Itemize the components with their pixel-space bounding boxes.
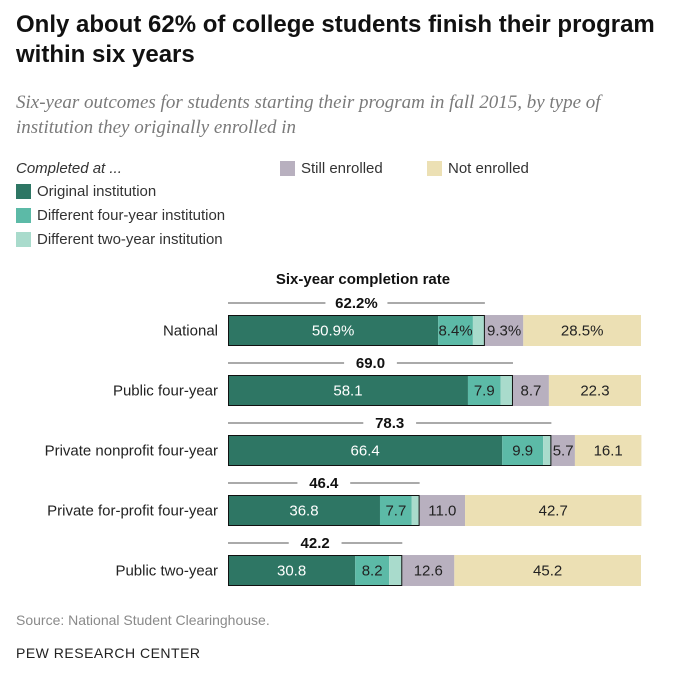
completion-outline: [228, 555, 403, 586]
data-label-original: 58.1: [333, 383, 362, 400]
legend-label-not: Not enrolled: [448, 160, 529, 177]
bar-segment-still: [484, 315, 524, 346]
bar-segment-original: [228, 495, 380, 526]
completion-rate-label: 69.0: [356, 355, 385, 372]
bar-segment-diff_two: [543, 435, 552, 466]
legend-swatch-diff-two: [16, 232, 31, 247]
bar-segment-not: [465, 495, 642, 526]
category-label: Public four-year: [113, 383, 218, 400]
bar-segment-diff_two: [472, 315, 485, 346]
data-label-not: 22.3: [580, 383, 609, 400]
data-label-original: 50.9%: [312, 323, 355, 340]
legend-item-still: Still enrolled: [280, 160, 383, 177]
completion-rate-title: Six-year completion rate: [275, 271, 451, 288]
legend-item-original: Original institution: [16, 183, 156, 200]
legend-item-diff-four: Different four-year institution: [16, 207, 225, 224]
stacked-bar-chart: National 50.9% 8.4% 9.3% 28.5% 62.2% Public fo…: [45, 295, 642, 586]
legend-label-diff-two: Different two-year institution: [37, 231, 223, 248]
data-label-diff_four: 9.9: [512, 443, 533, 460]
bar-segment-diff_four: [355, 555, 390, 586]
bar-segment-original: [228, 435, 503, 466]
completion-outline: [228, 495, 420, 526]
legend-label-still: Still enrolled: [301, 160, 383, 177]
bar-segment-not: [454, 555, 641, 586]
data-label-still: 11.0: [428, 503, 456, 520]
legend-label-original: Original institution: [37, 183, 157, 200]
bar-segment-still: [402, 555, 455, 586]
bar-segment-diff_four: [502, 435, 544, 466]
bar-segment-diff_four: [467, 375, 501, 406]
data-label-original: 36.8: [289, 503, 318, 520]
legend-item-not: Not enrolled: [427, 160, 529, 177]
completion-outline: [228, 435, 552, 466]
legend-swatch-diff-four: [16, 208, 31, 223]
completion-rate-label: 78.3: [375, 415, 404, 432]
bar-segment-still: [512, 375, 549, 406]
data-label-diff_four: 7.9: [474, 383, 495, 400]
legend-item-diff-two: Different two-year institution: [16, 231, 223, 248]
bar-segment-diff_two: [389, 555, 403, 586]
chart-title-heading: Only about 62% of college students finis…: [16, 11, 655, 68]
legend-swatch-not: [427, 161, 442, 176]
source-note: Source: National Student Clearinghouse.: [16, 612, 270, 628]
data-label-diff_four: 8.2: [362, 563, 383, 580]
category-label: Private nonprofit four-year: [45, 443, 218, 460]
data-label-diff_four: 7.7: [385, 503, 406, 520]
completion-outline: [228, 315, 485, 346]
completion-rate-label: 42.2: [301, 535, 330, 552]
data-label-still: 12.6: [414, 563, 443, 580]
completion-rate-label: 46.4: [309, 475, 339, 492]
bar-segment-diff_two: [411, 495, 420, 526]
category-label: National: [163, 323, 218, 340]
completion-rate-label: 62.2%: [335, 295, 378, 312]
bar-segment-not: [523, 315, 641, 346]
data-label-not: 16.1: [594, 443, 623, 460]
bar-segment-original: [228, 375, 468, 406]
data-label-diff_four: 8.4%: [438, 323, 472, 340]
bar-segment-still: [551, 435, 575, 466]
bar-segment-diff_two: [500, 375, 513, 406]
data-label-not: 45.2: [533, 563, 562, 580]
legend-swatch-still: [280, 161, 295, 176]
data-label-original: 30.8: [277, 563, 306, 580]
legend-swatch-original: [16, 184, 31, 199]
category-label: Private for-profit four-year: [47, 503, 218, 520]
brand-logo-text: PEW RESEARCH CENTER: [16, 645, 201, 661]
data-label-original: 66.4: [351, 443, 380, 460]
bar-segment-original: [228, 315, 439, 346]
completion-outline: [228, 375, 513, 406]
bar-segment-diff_four: [438, 315, 473, 346]
data-label-not: 28.5%: [561, 323, 604, 340]
bar-segment-diff_four: [379, 495, 412, 526]
data-label-still: 5.7: [553, 443, 574, 460]
legend-label-diff-four: Different four-year institution: [37, 207, 226, 224]
category-label: Public two-year: [115, 563, 218, 580]
bar-segment-still: [419, 495, 466, 526]
chart-subtitle: Six-year outcomes for students starting …: [16, 92, 601, 138]
bar-segment-not: [574, 435, 642, 466]
bar-segment-original: [228, 555, 356, 586]
legend: Completed at ... Original institution Di…: [16, 160, 656, 252]
data-label-still: 9.3%: [487, 323, 521, 340]
bar-segment-not: [548, 375, 641, 406]
data-label-not: 42.7: [539, 503, 568, 520]
data-label-still: 8.7: [521, 383, 542, 400]
legend-completed-header: Completed at ...: [16, 160, 122, 177]
